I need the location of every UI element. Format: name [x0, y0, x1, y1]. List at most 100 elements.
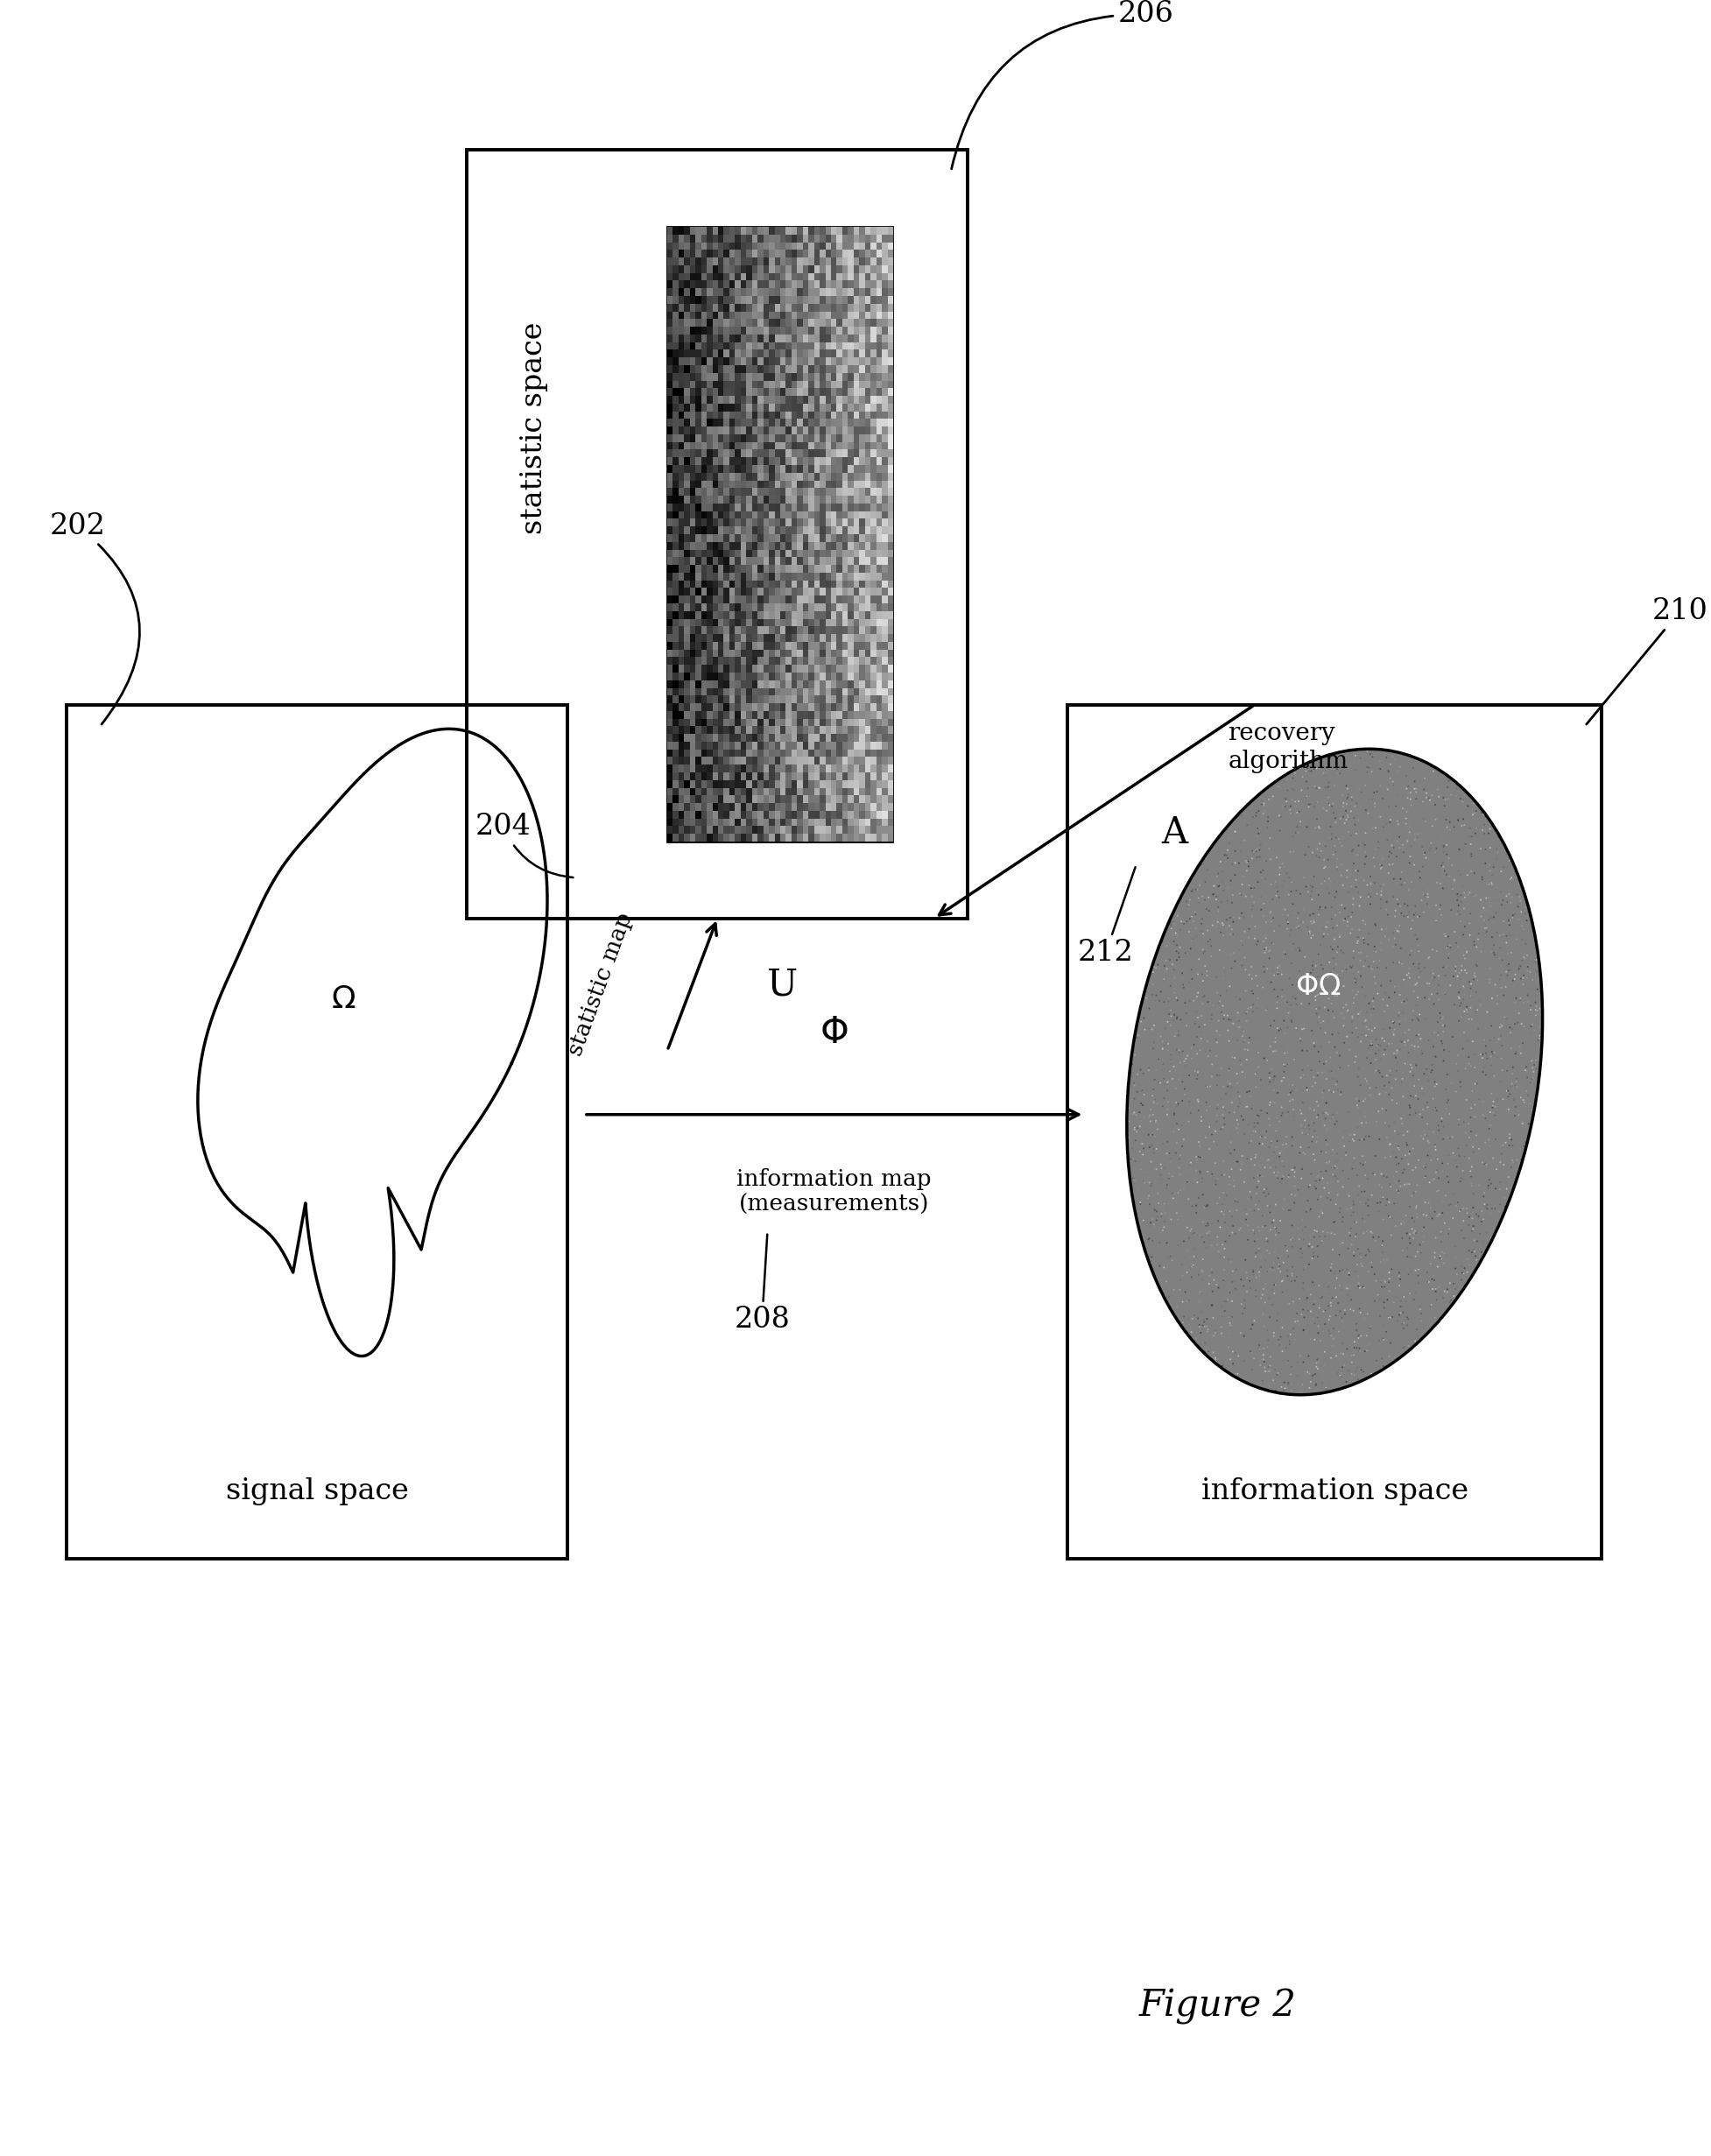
Point — [1514, 938, 1542, 972]
Point — [1187, 1326, 1215, 1360]
Point — [1448, 985, 1475, 1020]
Point — [1223, 1128, 1251, 1162]
Point — [1232, 1291, 1259, 1326]
Point — [1451, 1175, 1478, 1210]
Point — [1456, 1100, 1483, 1134]
Point — [1343, 1350, 1371, 1384]
Text: 202: 202 — [50, 513, 140, 724]
Point — [1410, 888, 1437, 923]
Point — [1266, 813, 1294, 847]
Point — [1454, 890, 1482, 925]
Point — [1278, 755, 1305, 789]
Point — [1270, 789, 1297, 824]
Point — [1210, 1145, 1237, 1179]
Point — [1228, 944, 1256, 979]
Point — [1258, 1052, 1285, 1087]
Point — [1217, 908, 1244, 942]
Point — [1275, 1192, 1302, 1227]
Point — [1502, 981, 1530, 1015]
Point — [1169, 1130, 1196, 1164]
Text: signal space: signal space — [226, 1477, 409, 1505]
Point — [1276, 1324, 1304, 1358]
Point — [1418, 1201, 1446, 1235]
Point — [1353, 1020, 1381, 1054]
Point — [1146, 1225, 1174, 1259]
Point — [1425, 780, 1453, 815]
Point — [1379, 916, 1406, 951]
Point — [1220, 1313, 1247, 1348]
Point — [1326, 802, 1353, 837]
Point — [1333, 1270, 1360, 1304]
Point — [1459, 877, 1487, 912]
Point — [1382, 1087, 1410, 1121]
Point — [1514, 1078, 1542, 1112]
Point — [1157, 994, 1184, 1028]
Point — [1389, 1205, 1417, 1240]
Point — [1116, 1104, 1143, 1138]
Point — [1305, 1345, 1333, 1380]
Point — [1136, 1205, 1163, 1240]
Point — [1331, 1115, 1359, 1149]
Point — [1297, 787, 1324, 821]
Point — [1264, 1080, 1292, 1115]
Point — [1189, 1298, 1217, 1332]
Point — [1400, 1153, 1427, 1188]
Point — [1424, 1143, 1451, 1177]
Point — [1352, 1005, 1379, 1039]
Point — [1372, 824, 1400, 858]
Point — [1311, 1335, 1338, 1369]
Point — [1470, 903, 1497, 938]
Point — [1499, 1050, 1526, 1084]
Point — [1170, 1309, 1198, 1343]
Point — [1288, 772, 1316, 806]
Point — [1271, 985, 1299, 1020]
Point — [1179, 1216, 1206, 1250]
Point — [1186, 1218, 1213, 1253]
Point — [1268, 972, 1295, 1007]
Point — [1371, 1138, 1398, 1173]
Point — [1434, 1160, 1461, 1194]
Point — [1184, 880, 1211, 914]
Point — [1256, 843, 1283, 877]
Point — [1394, 899, 1422, 934]
Point — [1377, 1128, 1405, 1162]
Text: 210: 210 — [1586, 597, 1708, 724]
Point — [1311, 1046, 1338, 1080]
Point — [1211, 1294, 1239, 1328]
Point — [1235, 1026, 1263, 1061]
Point — [1347, 936, 1374, 970]
Point — [1345, 996, 1372, 1031]
Point — [1254, 1324, 1282, 1358]
Point — [1470, 890, 1497, 925]
Point — [1162, 1084, 1189, 1119]
Point — [1181, 869, 1208, 903]
Point — [1393, 957, 1420, 992]
Point — [1422, 975, 1449, 1009]
Point — [1477, 1130, 1504, 1164]
Point — [1343, 742, 1371, 776]
Point — [1328, 1358, 1355, 1393]
Point — [1186, 1274, 1213, 1309]
Point — [1300, 1358, 1328, 1393]
Point — [1280, 1041, 1307, 1076]
Point — [1266, 1136, 1294, 1171]
Point — [1312, 1123, 1340, 1158]
Point — [1299, 1358, 1326, 1393]
Point — [1114, 1104, 1141, 1138]
Point — [1295, 755, 1323, 789]
Point — [1459, 899, 1487, 934]
Point — [1305, 1136, 1333, 1171]
Point — [1273, 774, 1300, 808]
Point — [1316, 944, 1343, 979]
Point — [1480, 1059, 1507, 1093]
Point — [1382, 1173, 1410, 1207]
Point — [1477, 1022, 1504, 1056]
Point — [1177, 931, 1205, 966]
Point — [1408, 884, 1436, 918]
Point — [1444, 880, 1471, 914]
Point — [1121, 1082, 1148, 1117]
Point — [1415, 1186, 1442, 1220]
Point — [1223, 1065, 1251, 1100]
Point — [1292, 1104, 1319, 1138]
Point — [1220, 1007, 1247, 1041]
